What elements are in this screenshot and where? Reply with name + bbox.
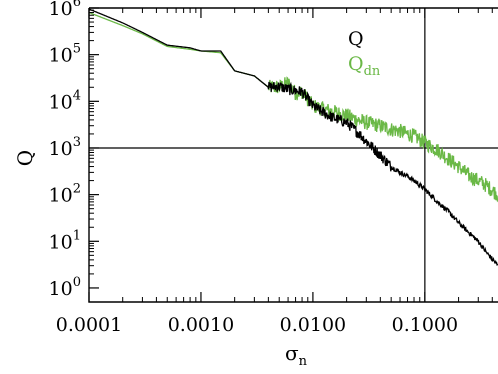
series-layer	[88, 8, 498, 266]
legend-entry-q-dn: Qdn	[348, 53, 381, 79]
y-tick-label: 102	[49, 182, 81, 207]
legend-entry-q: Q	[348, 28, 364, 50]
x-tick-label: 0.1000	[392, 314, 458, 336]
x-tick-label: 0.0001	[56, 314, 122, 336]
y-tick-label: 105	[49, 42, 81, 67]
y-axis-title: Q	[13, 150, 37, 166]
x-tick-label: 0.0010	[168, 314, 234, 336]
y-tick-label: 101	[49, 228, 81, 253]
x-axis-title: σn	[285, 341, 308, 369]
series-line-q-dn	[88, 11, 498, 203]
y-tick-label: 103	[49, 135, 81, 160]
y-tick-label: 106	[49, 0, 81, 20]
reference-lines	[89, 8, 498, 302]
series-line-q	[88, 8, 498, 266]
axes: 0.0001 0.0010 0.0100 0.1000 100 101 102 103 104 1…	[13, 0, 498, 369]
x-tick-label: 0.0100	[280, 314, 346, 336]
legend: Q Qdn	[348, 28, 381, 79]
y-tick-label: 100	[49, 275, 81, 300]
y-tick-label: 104	[49, 88, 81, 113]
